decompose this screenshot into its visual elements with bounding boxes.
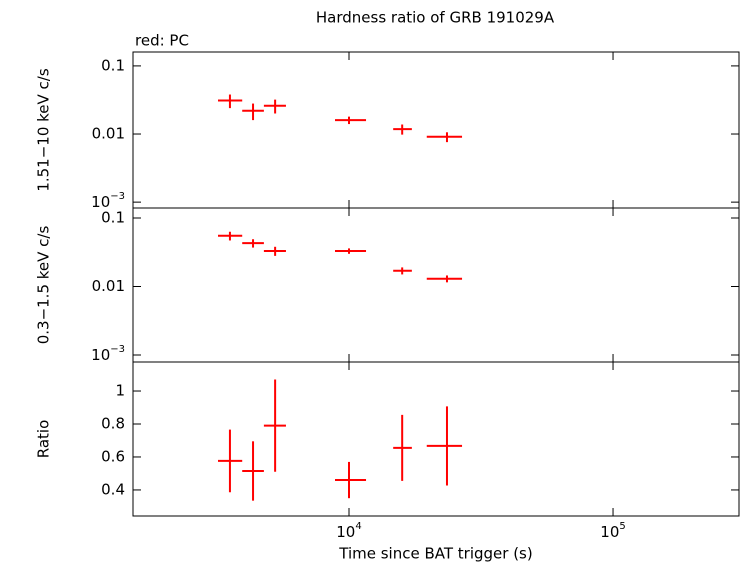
legend-text: red: PC xyxy=(135,32,189,50)
y-tick-label: 10−3 xyxy=(91,191,125,211)
y-tick-label-exponent: −3 xyxy=(110,191,125,202)
y-tick-label: 0.8 xyxy=(101,414,125,432)
x-tick-label-exponent: 5 xyxy=(619,521,625,532)
y-tick-label-base: 10 xyxy=(91,193,110,211)
x-tick-label-exponent: 4 xyxy=(355,521,361,532)
plot-frame xyxy=(132,207,740,363)
x-tick-label-base: 10 xyxy=(336,523,355,541)
y-axis-label: Ratio xyxy=(35,420,53,459)
y-tick-label-exponent: −3 xyxy=(110,344,125,355)
y-tick-label: 0.1 xyxy=(101,56,125,74)
x-tick-label-base: 10 xyxy=(600,523,619,541)
y-tick-label-base: 10 xyxy=(91,345,110,363)
x-axis-label: Time since BAT trigger (s) xyxy=(338,545,532,563)
y-tick-label: 0.6 xyxy=(101,447,125,465)
y-tick-label: 1 xyxy=(115,382,125,400)
y-axis-label: 0.3−1.5 keV c/s xyxy=(35,226,53,345)
y-axis-label: 1.51−10 keV c/s xyxy=(35,68,53,192)
y-tick-label: 0.1 xyxy=(101,209,125,227)
y-tick-label: 0.01 xyxy=(92,125,125,143)
plot-frame xyxy=(132,361,740,517)
chart-title: Hardness ratio of GRB 191029A xyxy=(316,9,555,27)
x-tick-label: 105 xyxy=(600,521,625,541)
plot-frame xyxy=(132,51,740,209)
y-tick-label: 0.01 xyxy=(92,277,125,295)
x-tick-label: 104 xyxy=(336,521,361,541)
y-tick-label: 10−3 xyxy=(91,344,125,364)
y-tick-label: 0.4 xyxy=(101,480,125,498)
